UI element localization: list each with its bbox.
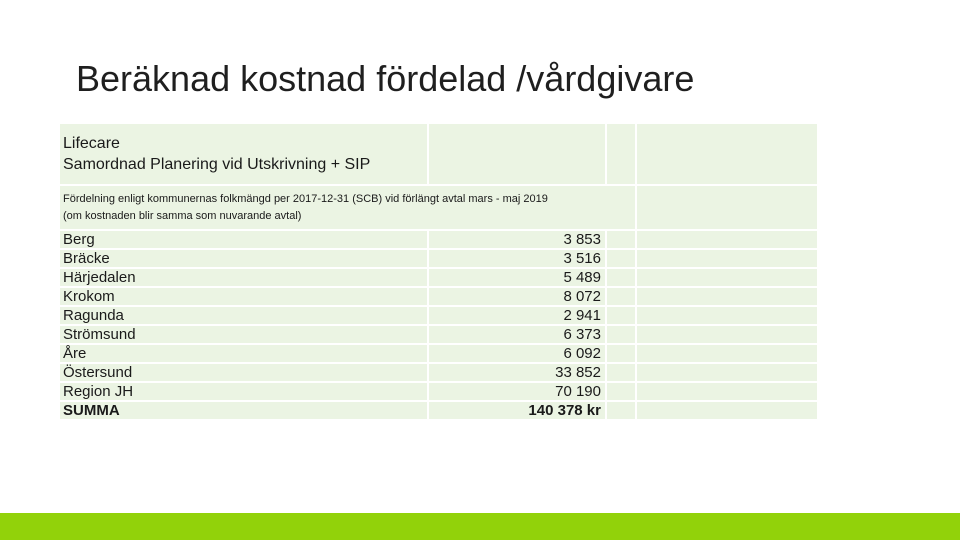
table-cell-empty: [635, 343, 819, 364]
table-cell-empty: [605, 229, 637, 250]
table-cell-empty: [605, 343, 637, 364]
table-row: Bräcke 3 516: [58, 248, 819, 269]
table-sum-row: SUMMA 140 378 kr: [58, 400, 819, 421]
table-cell-empty: [635, 267, 819, 288]
municipality-name: Östersund: [58, 362, 429, 383]
table-cell-empty: [605, 286, 637, 307]
table-cell-empty: [605, 267, 637, 288]
note-line-distribution: Fördelning enligt kommunernas folkmängd …: [63, 192, 548, 205]
cost-table: Lifecare Samordnad Planering vid Utskriv…: [58, 122, 819, 421]
table-cell-empty: [635, 184, 819, 231]
table-note-cell: Fördelning enligt kommunernas folkmängd …: [58, 184, 637, 231]
table-header-cell: Lifecare Samordnad Planering vid Utskriv…: [58, 122, 429, 186]
table-row: Krokom 8 072: [58, 286, 819, 307]
municipality-name: Krokom: [58, 286, 429, 307]
municipality-cost: 6 092: [427, 343, 607, 364]
table-cell-empty: [635, 286, 819, 307]
municipality-cost: 3 853: [427, 229, 607, 250]
municipality-name: Härjedalen: [58, 267, 429, 288]
table-row: Ragunda 2 941: [58, 305, 819, 326]
municipality-cost: 2 941: [427, 305, 607, 326]
table-cell-empty: [605, 381, 637, 402]
note-line-condition: (om kostnaden blir samma som nuvarande a…: [63, 209, 302, 222]
table-cell-empty: [635, 400, 819, 421]
municipality-name: Berg: [58, 229, 429, 250]
municipality-cost: 33 852: [427, 362, 607, 383]
table-cell-empty: [427, 122, 607, 186]
municipality-cost: 8 072: [427, 286, 607, 307]
slide-title: Beräknad kostnad fördelad /vårdgivare: [76, 58, 695, 99]
accent-footer-bar: [0, 513, 960, 540]
municipality-cost: 6 373: [427, 324, 607, 345]
table-row: Härjedalen 5 489: [58, 267, 819, 288]
table-cell-empty: [605, 248, 637, 269]
table-row: Östersund 33 852: [58, 362, 819, 383]
table-cell-empty: [635, 381, 819, 402]
municipality-cost: 3 516: [427, 248, 607, 269]
municipality-name: Strömsund: [58, 324, 429, 345]
table-cell-empty: [635, 122, 819, 186]
table-cell-empty: [605, 362, 637, 383]
table-cell-empty: [635, 248, 819, 269]
table-header-row: Lifecare Samordnad Planering vid Utskriv…: [58, 122, 819, 186]
sum-label: SUMMA: [58, 400, 429, 421]
table-cell-empty: [635, 362, 819, 383]
table-cell-empty: [605, 400, 637, 421]
municipality-name: Ragunda: [58, 305, 429, 326]
header-line-service: Samordnad Planering vid Utskrivning + SI…: [63, 156, 371, 173]
table-row: Region JH 70 190: [58, 381, 819, 402]
table-cell-empty: [605, 122, 637, 186]
table-cell-empty: [635, 324, 819, 345]
municipality-cost: 70 190: [427, 381, 607, 402]
table-row: Åre 6 092: [58, 343, 819, 364]
municipality-name: Bräcke: [58, 248, 429, 269]
table-row: Strömsund 6 373: [58, 324, 819, 345]
table-note-row: Fördelning enligt kommunernas folkmängd …: [58, 184, 819, 231]
table-cell-empty: [605, 305, 637, 326]
sum-value: 140 378 kr: [427, 400, 607, 421]
table-cell-empty: [635, 229, 819, 250]
municipality-name: Region JH: [58, 381, 429, 402]
table-row: Berg 3 853: [58, 229, 819, 250]
municipality-cost: 5 489: [427, 267, 607, 288]
header-line-provider: Lifecare: [63, 135, 120, 152]
municipality-name: Åre: [58, 343, 429, 364]
table-cell-empty: [605, 324, 637, 345]
table-cell-empty: [635, 305, 819, 326]
